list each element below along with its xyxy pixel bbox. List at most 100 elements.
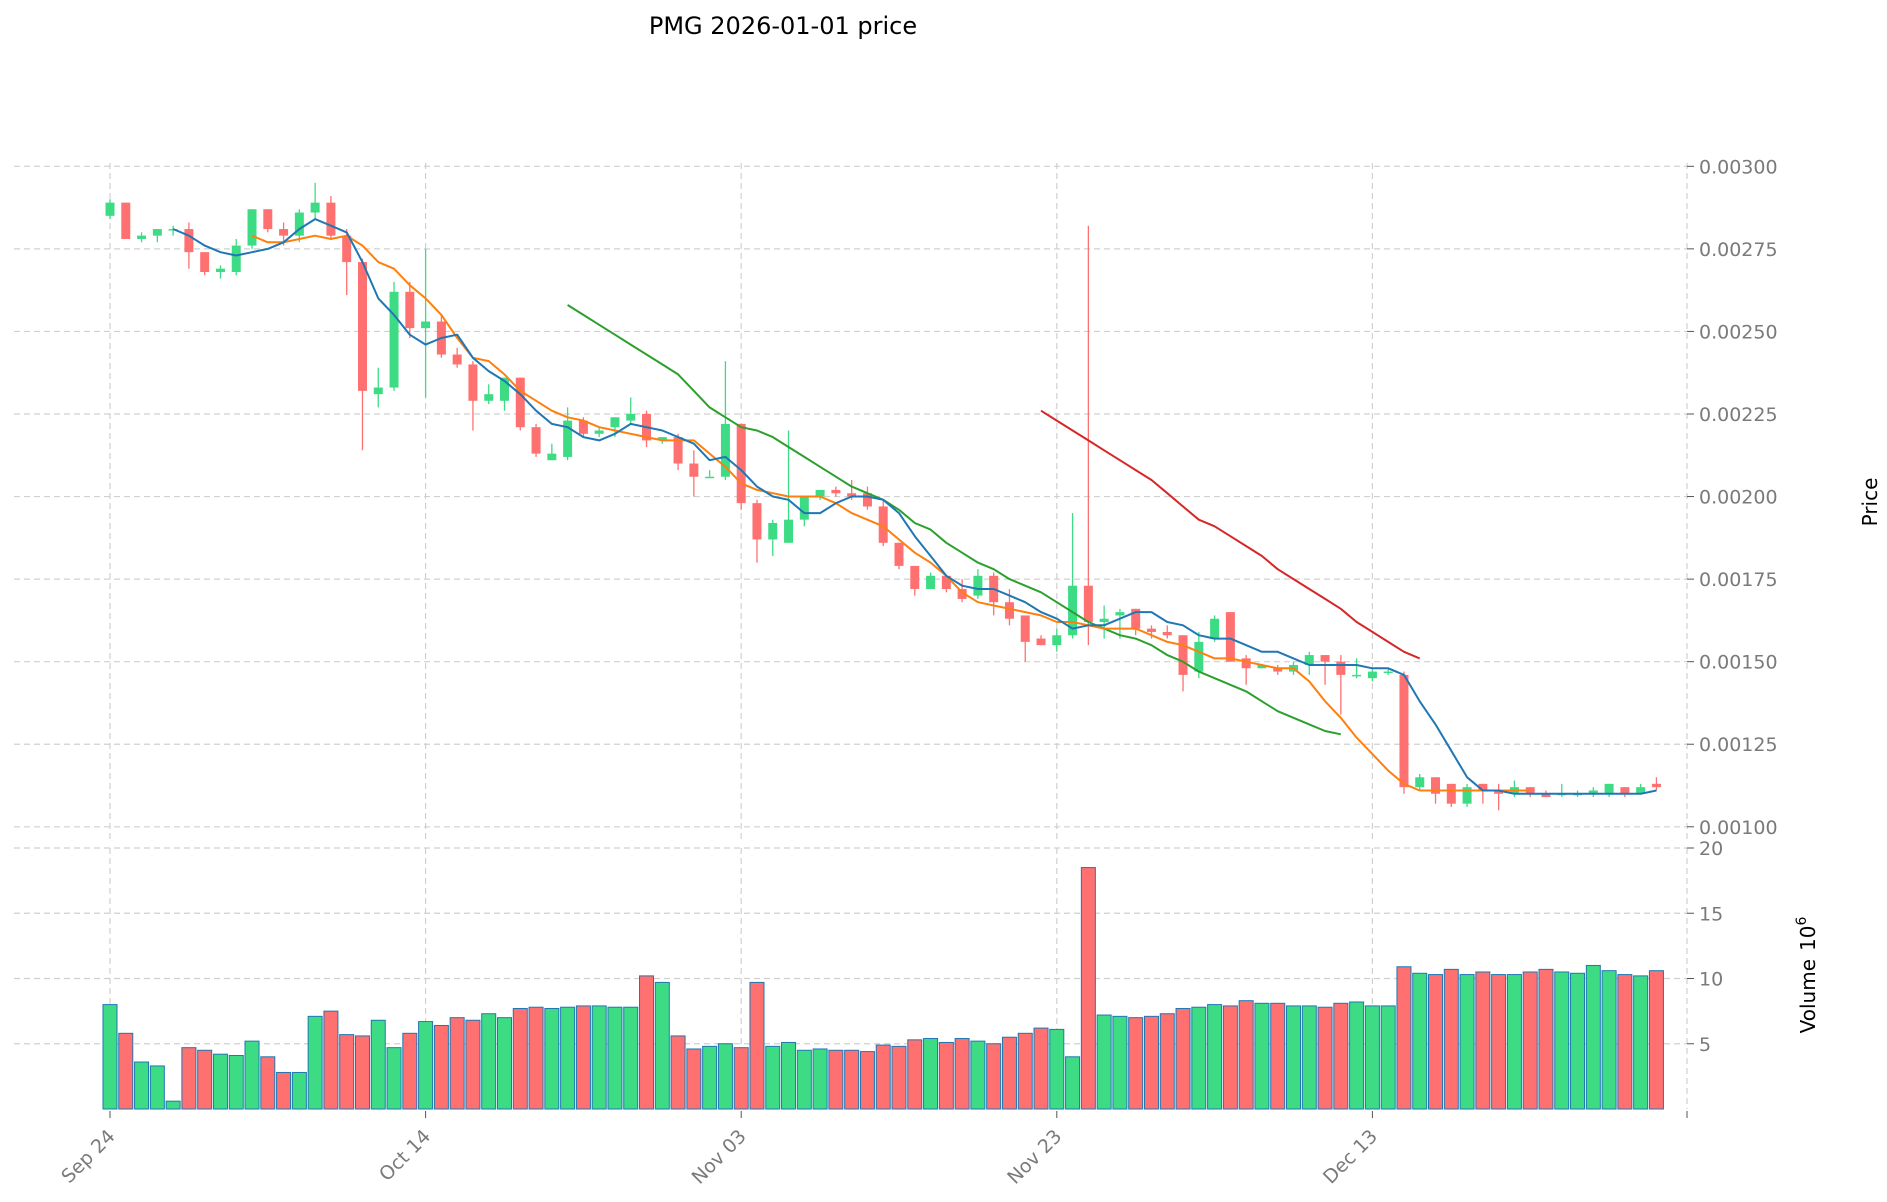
candle-body bbox=[373, 387, 383, 395]
volume-bar bbox=[560, 1006, 576, 1110]
candle-body bbox=[1020, 615, 1030, 642]
candle-body bbox=[1462, 787, 1472, 804]
volume-bar bbox=[670, 1035, 686, 1110]
candle-body bbox=[973, 575, 983, 596]
volume-bar bbox=[260, 1056, 276, 1110]
volume-bar bbox=[402, 1032, 418, 1110]
volume-tick-label: 20 bbox=[1699, 838, 1723, 860]
volume-bar bbox=[1128, 1017, 1144, 1110]
volume-bar bbox=[1364, 1005, 1380, 1110]
volume-bar bbox=[1207, 1004, 1223, 1110]
volume-bar bbox=[1175, 1008, 1191, 1110]
volume-bar bbox=[323, 1010, 339, 1110]
candle-body bbox=[847, 493, 857, 497]
volume-bar bbox=[1506, 974, 1522, 1110]
candle-body bbox=[247, 209, 257, 246]
volume-bar bbox=[970, 1040, 986, 1110]
volume-bar bbox=[1317, 1006, 1333, 1110]
candle-body bbox=[1083, 585, 1093, 623]
volume-bar bbox=[276, 1071, 292, 1110]
candle-body bbox=[1431, 777, 1441, 794]
candle-body bbox=[137, 235, 147, 239]
volume-bar bbox=[812, 1048, 828, 1110]
moving-average-orange bbox=[251, 234, 1531, 792]
candle-body bbox=[784, 519, 794, 543]
volume-bar bbox=[134, 1061, 150, 1110]
candle-body bbox=[1068, 585, 1078, 636]
candle-body bbox=[831, 489, 841, 494]
candle-body bbox=[1273, 668, 1283, 672]
volume-bar bbox=[765, 1045, 781, 1110]
candle-body bbox=[1541, 793, 1551, 798]
candle-body bbox=[626, 413, 636, 421]
volume-bar bbox=[686, 1048, 702, 1110]
volume-bar bbox=[891, 1045, 907, 1110]
candle-body bbox=[231, 245, 241, 272]
candle-body bbox=[1367, 671, 1377, 679]
volume-bar bbox=[749, 981, 765, 1110]
volume-bar bbox=[212, 1053, 228, 1110]
candle-body bbox=[152, 229, 162, 236]
candle-body bbox=[547, 453, 557, 461]
volume-bar bbox=[544, 1008, 560, 1110]
candle-body bbox=[531, 427, 541, 454]
volume-bar bbox=[623, 1006, 639, 1110]
candle-body bbox=[705, 476, 715, 479]
candle-body bbox=[1415, 777, 1425, 788]
volume-bar bbox=[1112, 1015, 1128, 1110]
volume-tick-label: 10 bbox=[1699, 969, 1723, 991]
volume-bar bbox=[386, 1047, 402, 1110]
candle-body bbox=[862, 493, 872, 507]
volume-bar bbox=[733, 1047, 749, 1110]
volume-bar bbox=[1585, 964, 1601, 1110]
volume-bar bbox=[102, 1004, 118, 1110]
volume-bar bbox=[1254, 1002, 1270, 1110]
candle-body bbox=[1194, 641, 1204, 672]
volume-bar bbox=[1633, 975, 1649, 1110]
volume-bar bbox=[1380, 1005, 1396, 1110]
chart-title: PMG 2026-01-01 price bbox=[649, 12, 917, 40]
candle-body bbox=[1304, 655, 1314, 665]
candle-body bbox=[941, 575, 951, 590]
volume-bar bbox=[591, 1005, 607, 1110]
volume-tick-label: 5 bbox=[1699, 1034, 1711, 1056]
candle-body bbox=[1588, 790, 1598, 794]
moving-averages bbox=[172, 218, 1657, 795]
volume-bar bbox=[923, 1038, 939, 1110]
candle-body bbox=[1036, 638, 1046, 646]
candle-body bbox=[752, 503, 762, 540]
candle-body bbox=[736, 423, 746, 504]
candle-body bbox=[310, 202, 320, 213]
candle-body bbox=[468, 364, 478, 401]
price-tick-label: 0.00100 bbox=[1699, 817, 1778, 839]
volume-bar bbox=[1459, 974, 1475, 1110]
volume-bar bbox=[291, 1071, 307, 1110]
candle-body bbox=[279, 229, 289, 236]
candle-body bbox=[1383, 671, 1393, 674]
candle-body bbox=[1241, 658, 1251, 669]
candle-body bbox=[1446, 783, 1456, 804]
volume-bar bbox=[1428, 974, 1444, 1110]
candle-body bbox=[515, 377, 525, 428]
x-tick-label: Oct 14 bbox=[375, 1125, 435, 1185]
candle-body bbox=[1320, 655, 1330, 662]
volume-bar bbox=[1538, 968, 1554, 1110]
candle-body bbox=[121, 202, 131, 239]
volume-bar bbox=[1570, 972, 1586, 1110]
candle-body bbox=[357, 262, 367, 391]
candle-body bbox=[342, 235, 352, 263]
volume-bar bbox=[1143, 1015, 1159, 1110]
candle-body bbox=[389, 291, 399, 388]
volume-bar bbox=[1333, 1002, 1349, 1110]
volume-bar bbox=[1349, 1001, 1365, 1110]
candle-body bbox=[563, 420, 573, 457]
volume-bars bbox=[102, 867, 1664, 1110]
candle-body bbox=[294, 212, 304, 236]
volume-bar bbox=[986, 1043, 1002, 1110]
candle-body bbox=[1210, 618, 1220, 639]
moving-average-red bbox=[1040, 409, 1421, 660]
candle-body bbox=[452, 354, 462, 365]
volume-bar bbox=[1396, 966, 1412, 1110]
volume-bar bbox=[197, 1049, 213, 1110]
moving-average-green bbox=[567, 304, 1342, 736]
